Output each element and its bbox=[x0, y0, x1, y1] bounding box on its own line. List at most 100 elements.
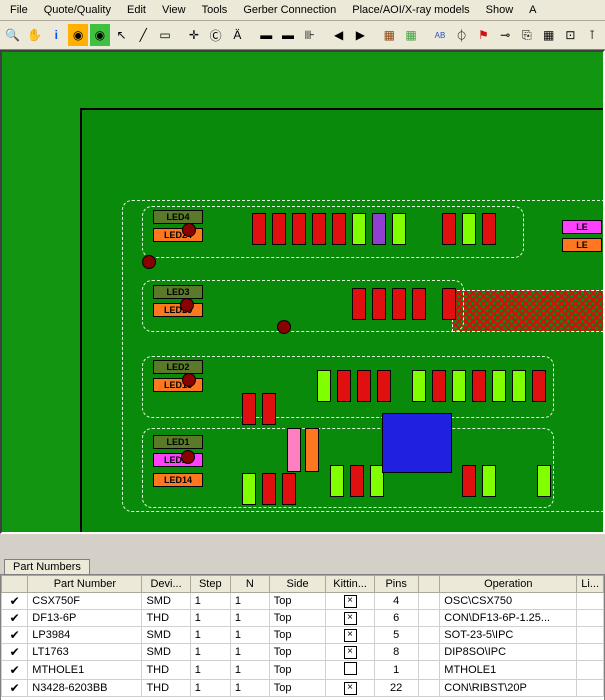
cell-check[interactable]: ✔ bbox=[2, 593, 28, 610]
pick-icon[interactable]: ⊺ bbox=[581, 23, 603, 47]
component[interactable] bbox=[512, 370, 526, 402]
cell-check[interactable]: ✔ bbox=[2, 661, 28, 680]
component[interactable] bbox=[242, 473, 256, 505]
component[interactable] bbox=[332, 213, 346, 245]
comp2-icon[interactable]: ▬ bbox=[277, 23, 299, 47]
component[interactable] bbox=[312, 213, 326, 245]
component[interactable] bbox=[317, 370, 331, 402]
dot-icon[interactable]: ⊡ bbox=[559, 23, 581, 47]
component[interactable] bbox=[462, 213, 476, 245]
component[interactable] bbox=[282, 473, 296, 505]
component[interactable] bbox=[287, 428, 301, 472]
menu-view[interactable]: View bbox=[154, 2, 194, 18]
component[interactable] bbox=[372, 213, 386, 245]
component[interactable] bbox=[432, 370, 446, 402]
menu-a[interactable]: A bbox=[521, 2, 544, 18]
component-LED25[interactable]: LED25 bbox=[153, 303, 203, 317]
cell-kit[interactable]: × bbox=[326, 593, 374, 610]
key-icon[interactable]: ⊸ bbox=[494, 23, 516, 47]
col-li[interactable]: Li... bbox=[577, 576, 604, 593]
comp1-icon[interactable]: ▬ bbox=[255, 23, 277, 47]
component[interactable] bbox=[462, 465, 476, 497]
component[interactable] bbox=[482, 213, 496, 245]
component-LED2[interactable]: LED2 bbox=[153, 360, 203, 374]
bar-icon[interactable]: ⊪ bbox=[299, 23, 321, 47]
component[interactable] bbox=[350, 465, 364, 497]
ab-icon[interactable]: AB bbox=[429, 23, 451, 47]
target-green-icon[interactable]: ◉ bbox=[89, 23, 111, 47]
cell-check[interactable]: ✔ bbox=[2, 680, 28, 697]
component[interactable] bbox=[352, 288, 366, 320]
rect-tool-icon[interactable]: ▭ bbox=[154, 23, 176, 47]
cell-kit[interactable]: × bbox=[326, 627, 374, 644]
cell-kit[interactable] bbox=[326, 661, 374, 680]
col-pn[interactable]: Part Number bbox=[28, 576, 142, 593]
color1-icon[interactable]: ▦ bbox=[378, 23, 400, 47]
component-LED4[interactable]: LED4 bbox=[153, 210, 203, 224]
component[interactable] bbox=[392, 213, 406, 245]
part-grid[interactable]: Part Number Devi... Step N Side Kittin..… bbox=[0, 574, 605, 700]
pin-icon[interactable]: ⏀ bbox=[451, 23, 473, 47]
color2-icon[interactable]: ▦ bbox=[400, 23, 422, 47]
text-icon[interactable]: Ä bbox=[227, 23, 249, 47]
info-icon[interactable]: i bbox=[45, 23, 67, 47]
next-icon[interactable]: ▶ bbox=[350, 23, 372, 47]
component[interactable] bbox=[412, 288, 426, 320]
component[interactable] bbox=[442, 213, 456, 245]
menu-file[interactable]: File bbox=[2, 2, 36, 18]
component[interactable] bbox=[442, 288, 456, 320]
component[interactable] bbox=[537, 465, 551, 497]
col-blank[interactable] bbox=[418, 576, 440, 593]
component[interactable] bbox=[357, 370, 371, 402]
table-row[interactable]: ✔DF13-6PTHD11Top×6CON\DF13-6P-1.25... bbox=[2, 610, 604, 627]
prev-icon[interactable]: ◀ bbox=[328, 23, 350, 47]
flag-icon[interactable]: ⚑ bbox=[473, 23, 495, 47]
col-pins[interactable]: Pins bbox=[374, 576, 418, 593]
line-tool-icon[interactable]: ╱ bbox=[132, 23, 154, 47]
table-row[interactable]: ✔MTHOLE1THD11Top1MTHOLE1 bbox=[2, 661, 604, 680]
compass-icon[interactable]: Ⓒ bbox=[205, 23, 227, 47]
col-op[interactable]: Operation bbox=[440, 576, 577, 593]
col-step[interactable]: Step bbox=[190, 576, 230, 593]
component[interactable] bbox=[382, 413, 452, 473]
component[interactable] bbox=[262, 473, 276, 505]
menu-gerber[interactable]: Gerber Connection bbox=[235, 2, 344, 18]
component[interactable] bbox=[292, 213, 306, 245]
table-row[interactable]: ✔LT1763SMD11Top×8DIP8SO\IPC bbox=[2, 644, 604, 661]
col-kit[interactable]: Kittin... bbox=[326, 576, 374, 593]
doc-icon[interactable]: ⎘ bbox=[516, 23, 538, 47]
component[interactable] bbox=[272, 213, 286, 245]
menu-tools[interactable]: Tools bbox=[194, 2, 236, 18]
component[interactable] bbox=[412, 370, 426, 402]
component[interactable] bbox=[532, 370, 546, 402]
pcb-canvas[interactable]: LED4LED24LED3LED25LED2LED13LED1LED23LED1… bbox=[0, 50, 605, 534]
component-LE[interactable]: LE bbox=[562, 220, 602, 234]
cursor-icon[interactable]: ↖ bbox=[111, 23, 133, 47]
target-yellow-icon[interactable]: ◉ bbox=[67, 23, 89, 47]
col-side[interactable]: Side bbox=[269, 576, 326, 593]
cell-check[interactable]: ✔ bbox=[2, 644, 28, 661]
component[interactable] bbox=[252, 213, 266, 245]
zoom-icon[interactable]: 🔍 bbox=[2, 23, 24, 47]
component[interactable] bbox=[262, 393, 276, 425]
component[interactable] bbox=[482, 465, 496, 497]
component[interactable] bbox=[392, 288, 406, 320]
component[interactable] bbox=[472, 370, 486, 402]
col-n[interactable]: N bbox=[230, 576, 269, 593]
component-LED14[interactable]: LED14 bbox=[153, 473, 203, 487]
component[interactable] bbox=[305, 428, 319, 472]
tab-part-numbers[interactable]: Part Numbers bbox=[4, 559, 90, 574]
component-LED23[interactable]: LED23 bbox=[153, 453, 203, 467]
cell-kit[interactable]: × bbox=[326, 644, 374, 661]
grid-icon[interactable]: ▦ bbox=[538, 23, 560, 47]
hand-icon[interactable]: ✋ bbox=[24, 23, 46, 47]
component-LED3[interactable]: LED3 bbox=[153, 285, 203, 299]
table-row[interactable]: ✔CSX750FSMD11Top×4OSC\CSX750 bbox=[2, 593, 604, 610]
component[interactable] bbox=[452, 370, 466, 402]
menu-place[interactable]: Place/AOI/X-ray models bbox=[344, 2, 477, 18]
component[interactable] bbox=[372, 288, 386, 320]
menu-quote[interactable]: Quote/Quality bbox=[36, 2, 119, 18]
cell-kit[interactable]: × bbox=[326, 610, 374, 627]
component[interactable] bbox=[242, 393, 256, 425]
menu-edit[interactable]: Edit bbox=[119, 2, 154, 18]
